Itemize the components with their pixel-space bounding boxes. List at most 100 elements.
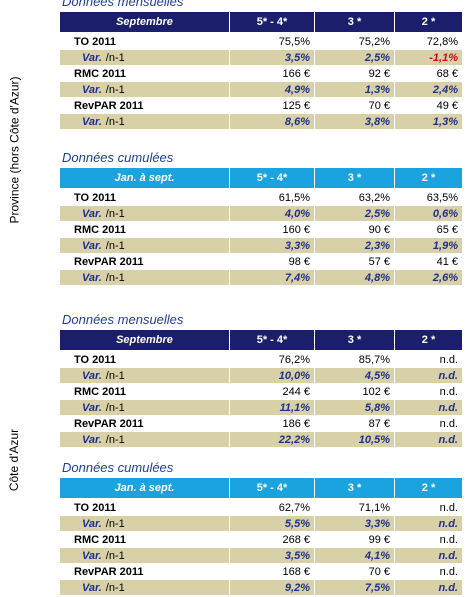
value-cell: n.d. — [395, 532, 463, 548]
label-text: TO 2011 — [74, 192, 116, 204]
header-cell: 3 * — [315, 478, 395, 498]
value-cell: 0,6% — [395, 206, 463, 222]
label-text: RMC 2011 — [74, 224, 126, 236]
value-cell: 5,5% — [230, 516, 315, 532]
value-cell: 70 € — [315, 564, 395, 580]
value-cell: 102 € — [315, 384, 395, 400]
value-cell: 3,3% — [230, 238, 315, 254]
row-label: Var./n-1 — [60, 270, 230, 286]
value-cell: n.d. — [395, 384, 463, 400]
value-cell: 75,5% — [230, 34, 315, 50]
value-cell: n.d. — [395, 400, 463, 416]
header-cell: Jan. à sept. — [60, 478, 230, 498]
value-cell: 160 € — [230, 222, 315, 238]
label-suffix: /n-1 — [105, 518, 125, 530]
row-label: RevPAR 2011 — [60, 254, 230, 270]
value-cell: 7,5% — [315, 580, 395, 596]
row-label: Var./n-1 — [60, 548, 230, 564]
label-suffix: /n-1 — [105, 240, 125, 252]
row-label: Var./n-1 — [60, 580, 230, 596]
value-cell: 10,5% — [315, 432, 395, 448]
value-cell: 1,3% — [315, 82, 395, 98]
header-cell: 5* - 4* — [230, 12, 315, 32]
header-cell: 3 * — [315, 12, 395, 32]
value-cell: n.d. — [395, 564, 463, 580]
row-label: Var./n-1 — [60, 238, 230, 254]
value-cell: 90 € — [315, 222, 395, 238]
value-cell: 2,6% — [395, 270, 463, 286]
label-text: Var. — [82, 272, 102, 284]
label-text: RMC 2011 — [74, 534, 126, 546]
label-text: Var. — [82, 582, 102, 594]
value-cell: 11,1% — [230, 400, 315, 416]
value-cell: n.d. — [395, 516, 463, 532]
row-label: Var./n-1 — [60, 206, 230, 222]
header-cell: 2 * — [395, 330, 463, 350]
value-cell: 2,5% — [315, 206, 395, 222]
value-cell: 61,5% — [230, 190, 315, 206]
header-cell: 5* - 4* — [230, 330, 315, 350]
value-cell: 4,0% — [230, 206, 315, 222]
value-cell: n.d. — [395, 352, 463, 368]
value-cell: 3,5% — [230, 50, 315, 66]
row-label: RevPAR 2011 — [60, 98, 230, 114]
value-cell: 63,5% — [395, 190, 463, 206]
value-cell: 4,9% — [230, 82, 315, 98]
label-text: TO 2011 — [74, 502, 116, 514]
value-cell: 3,5% — [230, 548, 315, 564]
label-text: Var. — [82, 52, 102, 64]
value-cell: 4,5% — [315, 368, 395, 384]
value-cell: 99 € — [315, 532, 395, 548]
label-suffix: /n-1 — [105, 370, 125, 382]
value-cell: 70 € — [315, 98, 395, 114]
value-cell: 92 € — [315, 66, 395, 82]
row-label: RevPAR 2011 — [60, 564, 230, 580]
label-text: TO 2011 — [74, 354, 116, 366]
label-text: Var. — [82, 84, 102, 96]
label-suffix: /n-1 — [105, 434, 125, 446]
value-cell: 85,7% — [315, 352, 395, 368]
header-cell: 2 * — [395, 478, 463, 498]
value-cell: 3,8% — [315, 114, 395, 130]
value-cell: 268 € — [230, 532, 315, 548]
label-text: RevPAR 2011 — [74, 566, 144, 578]
row-label: Var./n-1 — [60, 82, 230, 98]
label-text: RMC 2011 — [74, 68, 126, 80]
value-cell: n.d. — [395, 432, 463, 448]
value-cell: 3,3% — [315, 516, 395, 532]
value-cell: 62,7% — [230, 500, 315, 516]
header-cell: Septembre — [60, 330, 230, 350]
value-cell: 1,3% — [395, 114, 463, 130]
header-cell: 3 * — [315, 330, 395, 350]
header-cell: Septembre — [60, 12, 230, 32]
value-cell: 76,2% — [230, 352, 315, 368]
row-label: RMC 2011 — [60, 384, 230, 400]
label-suffix: /n-1 — [105, 402, 125, 414]
label-suffix: /n-1 — [105, 208, 125, 220]
header-cell: 5* - 4* — [230, 478, 315, 498]
label-suffix: /n-1 — [105, 52, 125, 64]
label-suffix: /n-1 — [105, 550, 125, 562]
value-cell: n.d. — [395, 580, 463, 596]
section-title: Données mensuelles — [62, 0, 184, 9]
value-cell: 72,8% — [395, 34, 463, 50]
value-cell: 49 € — [395, 98, 463, 114]
row-label: RMC 2011 — [60, 532, 230, 548]
value-cell: 4,1% — [315, 548, 395, 564]
row-label: Var./n-1 — [60, 114, 230, 130]
value-cell: 4,8% — [315, 270, 395, 286]
row-label: RevPAR 2011 — [60, 416, 230, 432]
value-cell: n.d. — [395, 548, 463, 564]
header-cell: Jan. à sept. — [60, 168, 230, 188]
value-cell: 10,0% — [230, 368, 315, 384]
row-label: Var./n-1 — [60, 400, 230, 416]
value-cell: 5,8% — [315, 400, 395, 416]
row-label: Var./n-1 — [60, 516, 230, 532]
value-cell: 166 € — [230, 66, 315, 82]
label-text: Var. — [82, 116, 102, 128]
value-cell: 68 € — [395, 66, 463, 82]
label-suffix: /n-1 — [105, 84, 125, 96]
header-cell: 2 * — [395, 168, 463, 188]
region-label: Côte d'Azur — [7, 428, 22, 492]
label-text: RMC 2011 — [74, 386, 126, 398]
